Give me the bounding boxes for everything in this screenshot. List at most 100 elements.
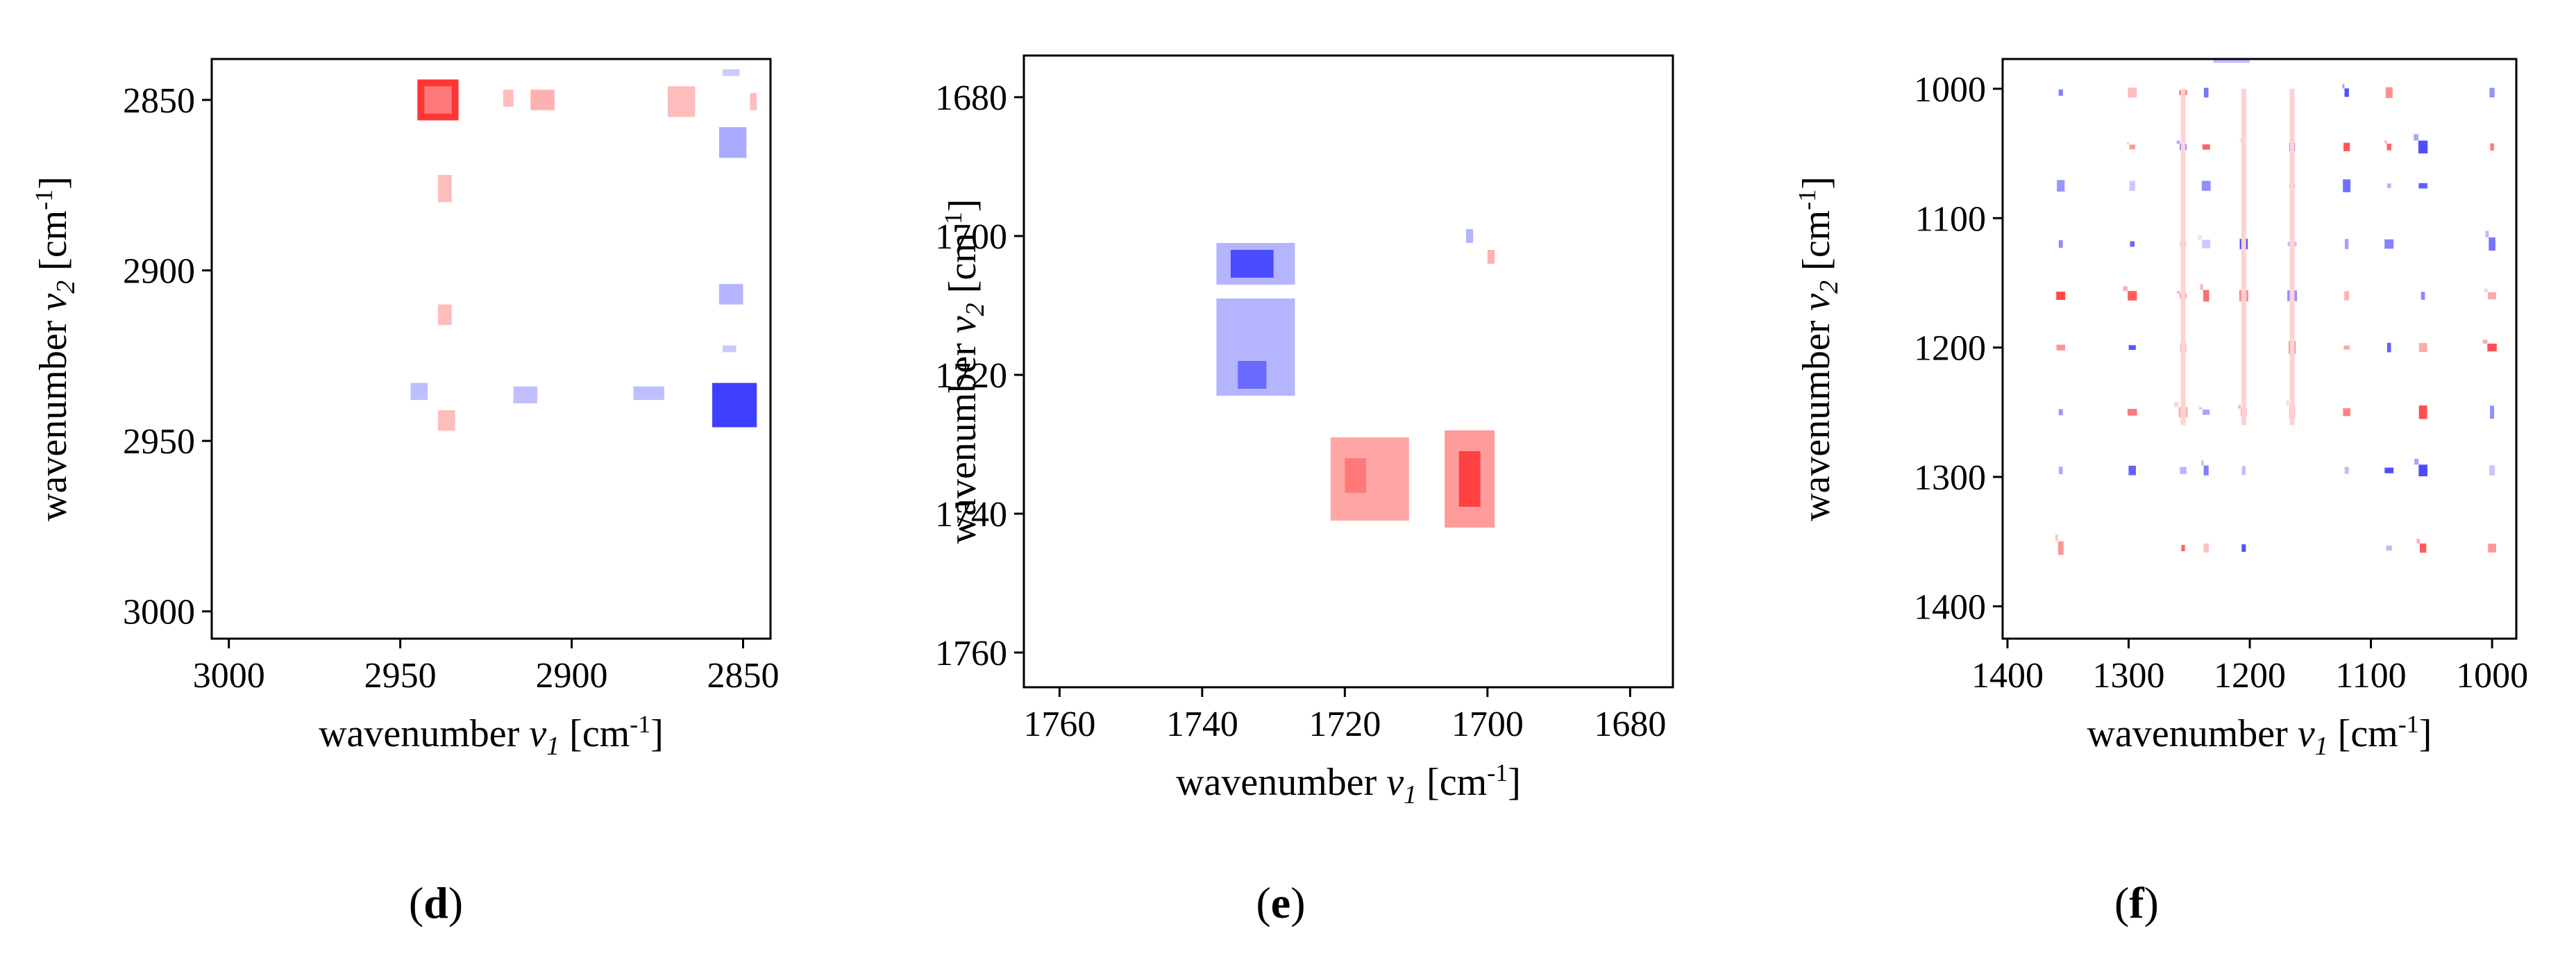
x-tick-label: 1300	[2093, 656, 2165, 696]
plot-frame	[210, 58, 772, 640]
negative-cell	[2128, 345, 2136, 351]
positive-cell	[2419, 543, 2427, 553]
positive-cell	[2173, 402, 2179, 407]
positive-cell	[2055, 534, 2058, 541]
positive-cell	[2056, 292, 2066, 300]
y-tick-label: 1680	[935, 78, 1007, 118]
positive-cell	[2128, 291, 2137, 301]
negative-cell	[2128, 465, 2137, 476]
y-tick-label: 1400	[1914, 587, 1986, 627]
positive-cell	[437, 410, 455, 431]
positive-cell	[2203, 544, 2209, 553]
x-tick-label: 2900	[536, 656, 608, 696]
positive-cell	[2129, 144, 2135, 150]
positive-cell	[1458, 451, 1481, 507]
negative-cell	[2344, 88, 2349, 97]
positive-cell	[2490, 143, 2494, 151]
negative-cell	[2058, 466, 2063, 475]
negative-cell	[2058, 409, 2063, 416]
negative-cell	[2058, 240, 2063, 248]
negative-cell	[2489, 237, 2495, 251]
negative-cell	[2384, 467, 2394, 473]
positive-cell	[424, 86, 452, 114]
panel-label-d: (d)	[409, 878, 463, 927]
negative-cell	[712, 382, 757, 428]
negative-cell	[718, 284, 743, 305]
negative-cell	[2386, 183, 2391, 189]
x-tick-label: 1200	[2214, 656, 2286, 696]
positive-cell	[2128, 87, 2137, 98]
negative-cell	[2198, 235, 2203, 240]
positive-cell	[2286, 399, 2289, 406]
negative-cell	[722, 69, 740, 76]
negative-cell	[2203, 87, 2209, 98]
negative-cell	[2344, 466, 2349, 474]
positive-cell	[2180, 88, 2186, 426]
negative-cell	[2202, 239, 2211, 249]
negative-cell	[2180, 466, 2187, 474]
y-tick-label: 2850	[123, 81, 195, 121]
positive-cell	[437, 175, 452, 203]
negative-cell	[2387, 342, 2391, 353]
negative-cell	[2414, 134, 2418, 141]
negative-cell	[2343, 179, 2351, 192]
negative-cell	[2421, 292, 2425, 300]
positive-cell	[2343, 345, 2350, 350]
y-tick-label: 1700	[935, 217, 1007, 257]
y-tick-label: 3000	[123, 593, 195, 632]
heatmap-cells	[410, 69, 757, 431]
positive-cell	[2418, 343, 2427, 353]
positive-cell	[2181, 544, 2185, 552]
positive-cell	[750, 93, 757, 110]
positive-cell	[667, 86, 696, 117]
negative-cell	[2198, 407, 2203, 410]
positive-cell	[2238, 405, 2241, 409]
x-tick-label: 1100	[2336, 656, 2407, 696]
negative-cell	[410, 382, 428, 401]
negative-cell	[2058, 89, 2063, 96]
x-tick-label: 1000	[2456, 656, 2528, 696]
panel-d-chart: 3000 2950 2900 2850 2850 2900 2950 3000 wavenumb…	[30, 58, 779, 761]
positive-cell	[2488, 544, 2496, 553]
positive-cell	[2057, 541, 2064, 555]
y-axis-label: wavenumber v2 [cm-1]	[1793, 176, 1844, 521]
positive-cell	[2202, 144, 2210, 150]
positive-cell	[2239, 139, 2242, 143]
positive-cell	[2127, 408, 2137, 416]
y-tick-label: 1760	[935, 634, 1007, 673]
positive-cell	[530, 90, 555, 110]
x-tick-label: 3000	[193, 656, 265, 696]
positive-cell	[503, 90, 514, 107]
y-tick-label: 1300	[1914, 458, 1986, 498]
positive-cell	[2123, 286, 2128, 292]
x-tick-label: 1700	[1451, 705, 1524, 744]
negative-cell	[2129, 180, 2135, 191]
negative-cell	[2203, 465, 2209, 476]
positive-cell	[2241, 88, 2246, 426]
x-tick-label: 1680	[1594, 705, 1666, 744]
positive-cell	[2385, 87, 2393, 99]
negative-cell	[2386, 545, 2392, 551]
y-tick-label: 2950	[123, 422, 195, 462]
x-tick-label: 1740	[1166, 705, 1238, 744]
positive-cell	[2488, 292, 2496, 300]
negative-cell	[2344, 239, 2349, 249]
negative-cell	[2489, 87, 2495, 98]
negative-cell	[2384, 239, 2394, 249]
positive-cell	[1487, 250, 1495, 264]
positive-cell	[2484, 288, 2489, 293]
positive-cell	[2384, 140, 2387, 144]
x-tick-label: 1760	[1023, 705, 1095, 744]
negative-cell	[1238, 361, 1267, 389]
positive-cell	[2386, 143, 2391, 151]
panel-f-chart: 1400 1300 1200 1100 1000 1000 1100 1200 1300 1400…	[1793, 58, 2528, 761]
negative-cell	[513, 386, 538, 404]
negative-cell	[2203, 410, 2210, 415]
positive-cell	[2416, 539, 2420, 544]
negative-cell	[1466, 229, 1474, 243]
positive-cell	[2126, 142, 2130, 145]
positive-cell	[2487, 343, 2497, 352]
negative-cell	[633, 386, 664, 401]
negative-cell	[2490, 405, 2495, 419]
y-tick-label: 1000	[1914, 70, 1986, 110]
